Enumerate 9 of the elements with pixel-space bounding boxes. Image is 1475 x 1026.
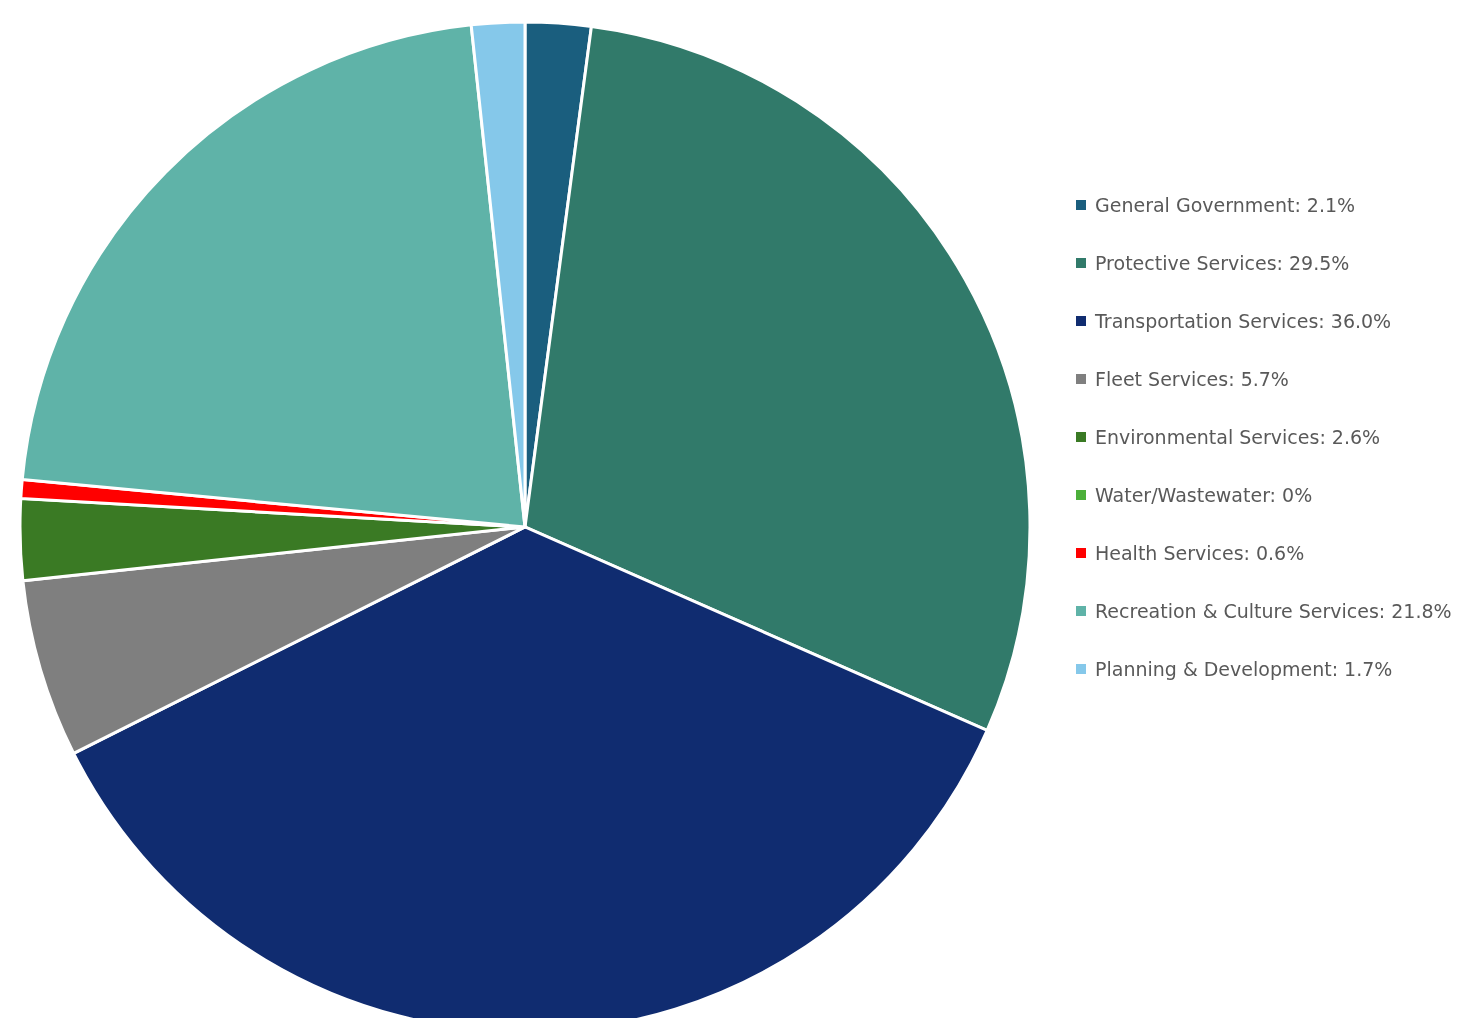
legend-label: General Government: 2.1%: [1095, 194, 1356, 216]
legend-label: Planning & Development: 1.7%: [1095, 658, 1393, 680]
legend-label: Environmental Services: 2.6%: [1095, 426, 1381, 448]
legend-label: Water/Wastewater: 0%: [1095, 484, 1313, 506]
legend-label: Protective Services: 29.5%: [1095, 252, 1350, 274]
legend-label: Transportation Services: 36.0%: [1095, 310, 1392, 332]
legend-label: Health Services: 0.6%: [1095, 542, 1305, 564]
legend-label: Recreation & Culture Services: 21.8%: [1095, 600, 1452, 622]
legend-label: Fleet Services: 5.7%: [1095, 368, 1289, 390]
